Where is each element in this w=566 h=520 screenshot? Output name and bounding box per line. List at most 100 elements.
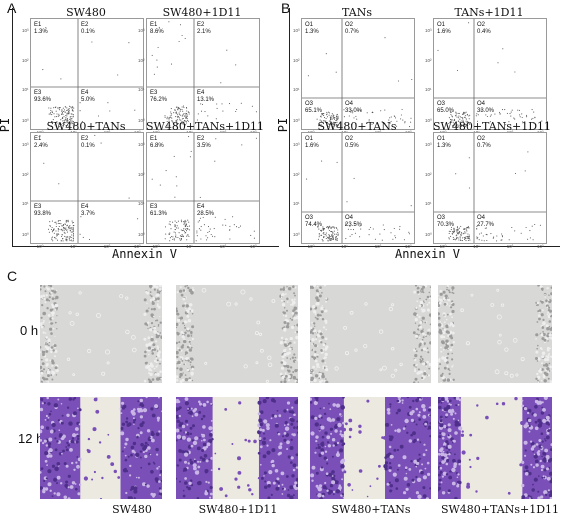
stained-cell (261, 428, 265, 432)
event-dot (402, 119, 404, 121)
stained-cell (199, 460, 202, 463)
stained-cell (326, 462, 329, 465)
quadrant-label: O1 1.6% (437, 22, 451, 36)
stained-cell (539, 459, 542, 463)
event-dot (502, 48, 504, 50)
stained-cell (395, 487, 399, 490)
stained-cell (530, 441, 535, 446)
event-dot (328, 120, 330, 122)
stained-cell (159, 489, 162, 493)
cell-texture (446, 345, 449, 347)
event-dot (180, 219, 182, 221)
event-dot (66, 112, 68, 114)
event-dot (48, 231, 50, 233)
event-dot (459, 231, 461, 233)
stained-cell (541, 401, 544, 404)
event-dot (496, 235, 498, 237)
event-dot (460, 225, 462, 227)
event-dot (330, 239, 332, 241)
cell-texture (313, 356, 317, 360)
event-dot (64, 228, 67, 230)
stained-cell (277, 484, 280, 488)
event-dot (521, 116, 523, 119)
quadrant-percentage: 70.3% (437, 222, 455, 228)
stained-cell (75, 461, 78, 464)
stained-cell (314, 451, 317, 454)
stained-cell (447, 428, 452, 433)
event-dot (57, 230, 59, 232)
stained-cell (296, 431, 298, 434)
stained-cell (193, 459, 197, 463)
cell-texture (286, 343, 289, 345)
event-dot (328, 237, 330, 239)
cell-texture (537, 285, 540, 287)
event-dot (390, 232, 392, 234)
stained-cell (47, 419, 49, 421)
event-dot (180, 237, 182, 240)
event-dot (457, 120, 459, 122)
stained-cell (412, 440, 416, 444)
stained-cell (314, 416, 318, 420)
event-dot (455, 114, 457, 116)
event-dot (66, 231, 68, 233)
stained-cell (204, 469, 209, 473)
stained-cell (388, 462, 392, 465)
event-dot (67, 220, 69, 222)
cell-texture (143, 298, 147, 302)
event-dot (524, 170, 526, 172)
panel-a-frame (12, 8, 279, 247)
cell-texture (317, 356, 319, 358)
cell-texture (548, 315, 550, 318)
cell-texture (42, 331, 45, 334)
migrated-cell (224, 408, 228, 411)
stained-cell (40, 471, 42, 474)
stained-cell (286, 448, 289, 450)
stained-cell (454, 412, 457, 415)
cell-texture (538, 314, 541, 318)
cell-texture (153, 348, 157, 351)
stained-cell (528, 471, 532, 476)
cell-texture (292, 375, 297, 380)
floating-cell (390, 347, 395, 351)
event-dot (336, 239, 338, 242)
event-dot (57, 222, 59, 224)
cell-texture (54, 297, 57, 300)
quadrant-percentage: 0.7% (477, 143, 491, 149)
cell-texture (51, 297, 55, 300)
event-dot (238, 227, 240, 229)
migrated-cell (475, 490, 478, 493)
cell-texture (452, 341, 455, 344)
cell-texture (286, 297, 289, 301)
cell-texture (316, 317, 319, 321)
event-dot (159, 184, 161, 186)
event-dot (235, 64, 237, 66)
event-dot (50, 120, 52, 122)
stained-cell-layer-right (522, 397, 552, 499)
stained-cell (188, 481, 192, 485)
migrated-cell (466, 484, 471, 489)
event-dot (229, 238, 231, 240)
quadrant-percentage: 61.3% (150, 211, 168, 217)
cell-texture (181, 360, 184, 362)
stained-cell (56, 475, 61, 480)
stained-cell (286, 408, 289, 411)
cell-texture (451, 358, 454, 361)
stained-cell (155, 432, 160, 437)
quadrant-id: O2 (345, 136, 354, 142)
event-dot (173, 239, 175, 241)
migrated-cell (476, 404, 479, 407)
stained-cell (180, 422, 184, 425)
cell-texture (448, 305, 451, 307)
cell-texture (548, 336, 551, 339)
cell-texture (443, 332, 446, 334)
event-dot (207, 226, 210, 228)
event-dot (451, 115, 453, 117)
event-dot (469, 114, 471, 116)
event-dot (177, 236, 179, 239)
cell-texture (546, 313, 549, 316)
cell-texture (182, 332, 185, 335)
event-dot (91, 41, 93, 43)
cell-texture (45, 294, 49, 297)
cell-texture (547, 309, 551, 312)
migrated-cell (358, 469, 363, 473)
